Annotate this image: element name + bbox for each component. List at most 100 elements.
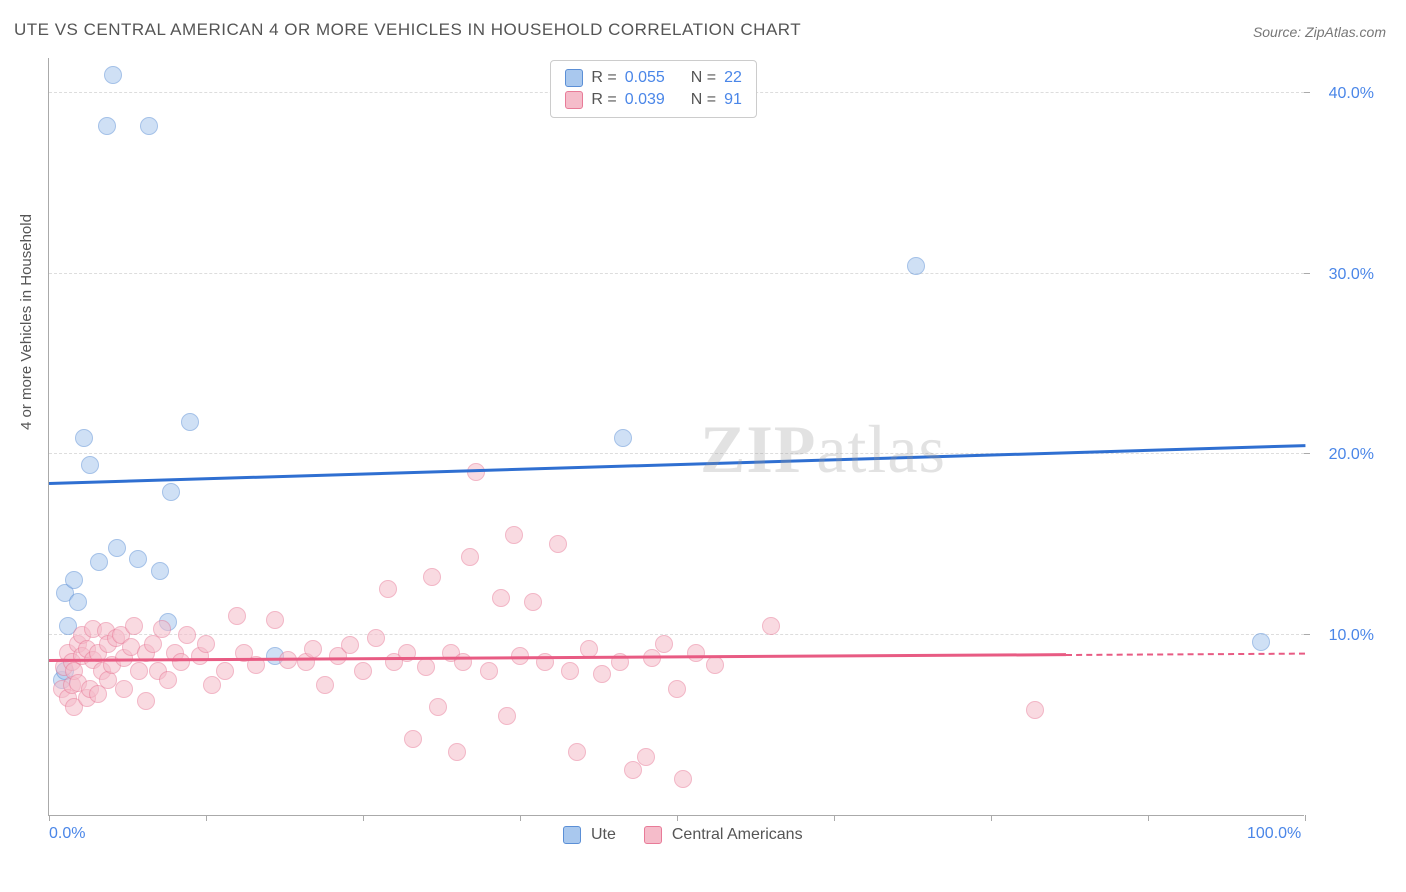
data-point [1026,701,1044,719]
plot-area: 10.0%20.0%30.0%40.0%0.0%100.0% [48,58,1304,816]
data-point [159,671,177,689]
legend-label: Ute [591,826,616,844]
data-point [429,698,447,716]
y-tick-label: 30.0% [1329,266,1374,284]
data-point [108,539,126,557]
data-point [341,636,359,654]
data-point [316,676,334,694]
data-point [181,413,199,431]
trend-line [49,444,1305,484]
data-point [404,730,422,748]
x-tick [520,815,521,821]
data-point [153,620,171,638]
data-point [162,483,180,501]
x-tick [49,815,50,821]
x-tick-label: 0.0% [49,825,85,843]
r-value: 0.055 [625,69,665,87]
data-point [266,611,284,629]
y-tick [1304,634,1310,635]
data-point [454,653,472,671]
data-point [461,548,479,566]
correlation-legend: R =0.055N =22R =0.039N =91 [550,60,757,118]
data-point [480,662,498,680]
y-tick-label: 20.0% [1329,446,1374,464]
source-attribution: Source: ZipAtlas.com [1253,24,1386,40]
data-point [907,257,925,275]
data-point [81,456,99,474]
legend-swatch [644,826,662,844]
y-tick [1304,273,1310,274]
data-point [115,680,133,698]
data-point [75,429,93,447]
data-point [498,707,516,725]
data-point [637,748,655,766]
data-point [655,635,673,653]
data-point [423,568,441,586]
data-point [125,617,143,635]
data-point [151,562,169,580]
data-point [228,607,246,625]
legend-swatch [565,91,583,109]
x-tick [1305,815,1306,821]
data-point [1252,633,1270,651]
legend-swatch [565,69,583,87]
gridline [49,453,1304,454]
chart-title: UTE VS CENTRAL AMERICAN 4 OR MORE VEHICL… [14,20,801,40]
n-value: 91 [724,91,742,109]
y-axis-label: 4 or more Vehicles in Household [18,214,35,430]
data-point [69,593,87,611]
data-point [492,589,510,607]
data-point [467,463,485,481]
data-point [448,743,466,761]
x-tick [991,815,992,821]
r-label: R = [591,69,616,87]
data-point [304,640,322,658]
data-point [524,593,542,611]
y-tick [1304,92,1310,93]
gridline [49,273,1304,274]
n-label: N = [691,69,716,87]
data-point [129,550,147,568]
data-point [687,644,705,662]
data-point [65,571,83,589]
x-tick [206,815,207,821]
series-legend: Ute Central Americans [563,826,821,844]
x-tick [834,815,835,821]
data-point [172,653,190,671]
y-tick [1304,453,1310,454]
data-point [104,66,122,84]
r-label: R = [591,91,616,109]
data-point [178,626,196,644]
data-point [417,658,435,676]
data-point [90,553,108,571]
data-point [379,580,397,598]
y-tick-label: 10.0% [1329,627,1374,645]
data-point [140,117,158,135]
x-tick-label: 100.0% [1247,825,1301,843]
data-point [367,629,385,647]
legend-row: R =0.055N =22 [565,67,742,89]
x-tick [677,815,678,821]
x-tick [363,815,364,821]
data-point [98,117,116,135]
legend-swatch [563,826,581,844]
trend-line [1066,652,1305,655]
data-point [561,662,579,680]
data-point [130,662,148,680]
n-label: N = [691,91,716,109]
data-point [706,656,724,674]
data-point [593,665,611,683]
r-value: 0.039 [625,91,665,109]
data-point [197,635,215,653]
data-point [505,526,523,544]
data-point [216,662,234,680]
data-point [762,617,780,635]
y-tick-label: 40.0% [1329,85,1374,103]
data-point [674,770,692,788]
x-tick [1148,815,1149,821]
data-point [354,662,372,680]
legend-label: Central Americans [672,826,803,844]
data-point [137,692,155,710]
data-point [203,676,221,694]
data-point [614,429,632,447]
